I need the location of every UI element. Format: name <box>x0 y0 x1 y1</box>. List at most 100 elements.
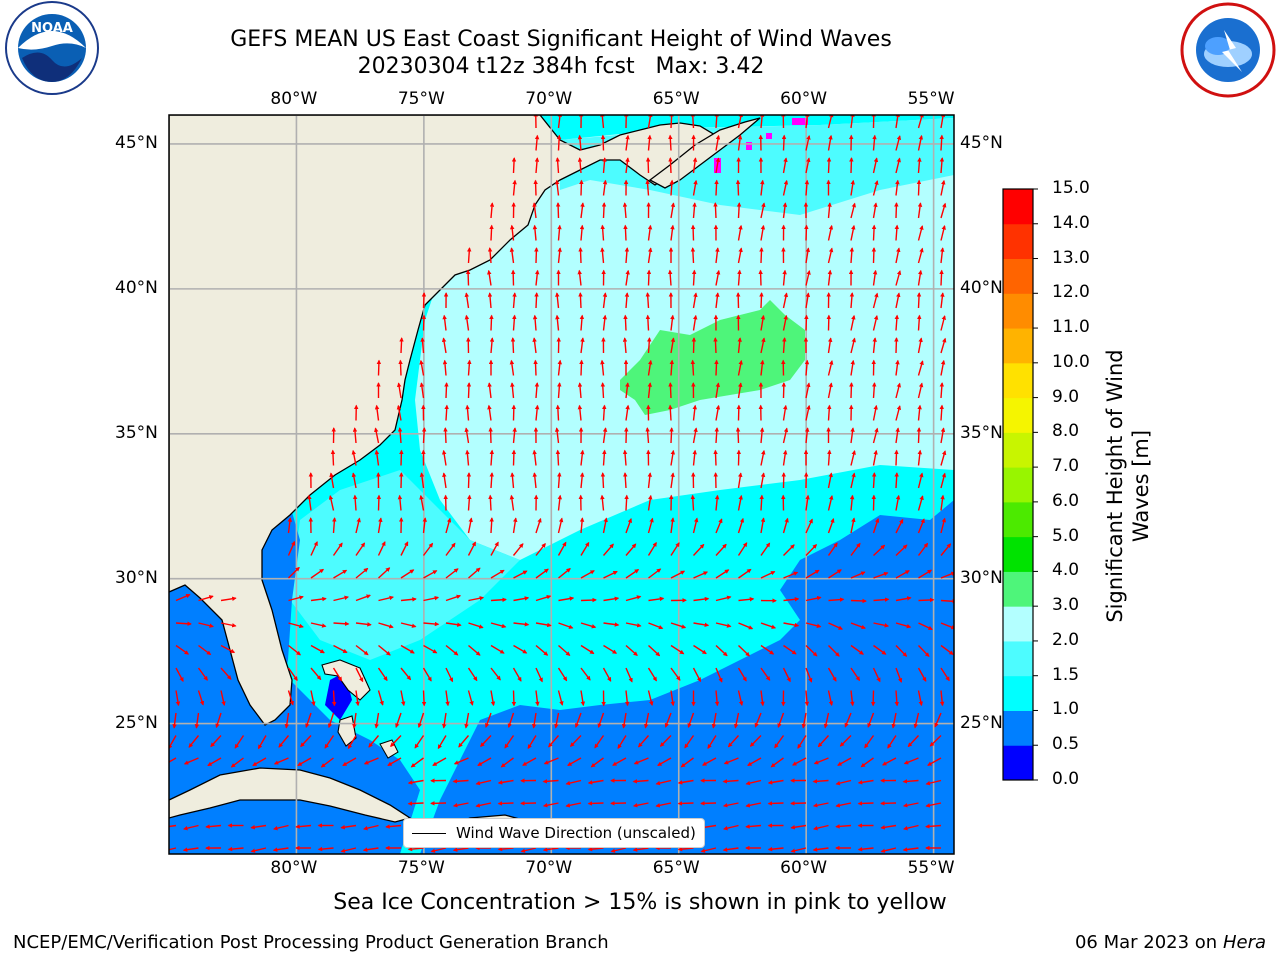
wave-direction-arrow <box>692 427 698 444</box>
wave-direction-arrow <box>925 779 942 786</box>
wave-direction-arrow <box>422 517 428 534</box>
wave-direction-arrow <box>407 801 424 806</box>
lat-tick-label-left: 30°N <box>115 567 158 588</box>
wave-direction-arrow <box>917 115 924 129</box>
wave-direction-arrow <box>872 315 879 331</box>
wave-direction-arrow <box>715 569 730 579</box>
wave-direction-arrow <box>692 157 698 174</box>
wave-direction-arrow <box>466 382 472 399</box>
wave-direction-arrow <box>804 179 810 196</box>
wave-direction-arrow <box>894 449 899 466</box>
wave-direction-arrow <box>737 224 743 241</box>
wave-direction-arrow <box>310 541 318 556</box>
wave-direction-arrow <box>827 269 833 286</box>
wave-direction-arrow <box>623 314 628 331</box>
wave-direction-arrow <box>700 847 717 853</box>
wave-direction-arrow <box>647 541 657 556</box>
wave-direction-arrow <box>579 517 585 534</box>
wave-direction-arrow <box>310 596 327 602</box>
wave-direction-arrow <box>835 824 852 829</box>
wave-direction-arrow <box>760 224 766 241</box>
wave-direction-arrow <box>578 247 583 264</box>
wave-direction-arrow <box>690 224 696 241</box>
colorbar-segment <box>1003 571 1033 607</box>
wave-direction-arrow <box>625 569 640 579</box>
wave-direction-arrow <box>902 779 919 784</box>
wave-direction-arrow <box>894 472 899 489</box>
footer-date-text: 06 Mar 2023 on <box>1074 932 1218 953</box>
wave-direction-arrow <box>835 779 852 786</box>
wave-direction-arrow <box>490 541 499 556</box>
wave-direction-arrow <box>278 735 290 748</box>
wave-direction-arrow <box>622 202 628 219</box>
colorbar-segment <box>1003 258 1033 294</box>
wave-direction-arrow <box>182 847 199 852</box>
wave-direction-arrow <box>754 712 762 728</box>
wave-direction-arrow <box>827 404 832 421</box>
wave-direction-arrow <box>555 157 560 174</box>
wave-direction-arrow <box>714 427 719 444</box>
noaa-logo: NOAA <box>5 1 99 95</box>
wave-direction-arrow <box>917 518 925 534</box>
wave-direction-arrow <box>659 735 672 747</box>
colorbar-tick-label: 5.0 <box>1052 525 1080 546</box>
wave-direction-arrow <box>917 542 929 556</box>
wave-direction-arrow <box>849 292 855 309</box>
wave-direction-arrow <box>940 494 945 511</box>
wave-direction-arrow <box>542 779 559 784</box>
wave-direction-arrow <box>894 690 900 707</box>
wave-direction-arrow <box>940 517 946 534</box>
wave-direction-arrow <box>532 224 538 241</box>
lat-tick-label-right: 30°N <box>960 567 1003 588</box>
wave-direction-arrow <box>487 404 492 421</box>
wave-direction-arrow <box>423 621 440 627</box>
wave-direction-arrow <box>872 292 879 309</box>
wave-direction-arrow <box>850 622 866 630</box>
wave-direction-arrow <box>844 712 852 728</box>
wave-direction-arrow <box>872 404 878 421</box>
wave-direction-arrow <box>670 644 685 655</box>
wave-direction-arrow <box>692 314 698 331</box>
wave-direction-arrow <box>230 757 244 768</box>
wave-direction-arrow <box>458 735 470 748</box>
wave-direction-arrow <box>917 360 924 376</box>
wave-direction-arrow <box>624 292 630 309</box>
sea-ice-patch <box>792 118 808 125</box>
wave-direction-arrow <box>489 449 495 466</box>
wave-direction-arrow <box>555 292 560 309</box>
wave-direction-arrow <box>692 202 697 219</box>
wave-direction-arrow <box>805 292 811 309</box>
wave-direction-arrow <box>522 757 537 766</box>
wave-direction-arrow <box>396 382 402 399</box>
wave-direction-arrow <box>352 427 358 444</box>
wave-direction-arrow <box>715 667 723 683</box>
wave-direction-arrow <box>351 472 357 489</box>
wave-direction-arrow <box>509 224 515 241</box>
lat-tick-label-left: 25°N <box>115 712 158 733</box>
wave-direction-arrow <box>783 597 800 602</box>
wave-direction-arrow <box>175 644 190 655</box>
wave-direction-arrow <box>715 622 732 628</box>
wave-direction-arrow <box>410 757 424 768</box>
wave-direction-arrow <box>805 595 822 602</box>
wave-direction-arrow <box>782 269 787 286</box>
wave-direction-arrow <box>677 801 694 806</box>
colorbar-tick-label: 1.0 <box>1052 699 1080 720</box>
wave-direction-arrow <box>363 757 379 765</box>
lon-tick-label-bottom: 55°W <box>907 858 955 878</box>
wave-direction-arrow <box>532 202 537 219</box>
wave-direction-arrow <box>602 179 608 196</box>
wave-direction-arrow <box>849 494 855 511</box>
wave-direction-arrow <box>715 247 720 264</box>
wave-direction-arrow <box>399 449 404 466</box>
wave-direction-arrow <box>670 690 675 707</box>
wave-direction-arrow <box>512 427 517 444</box>
colorbar-tick-label: 14.0 <box>1052 212 1090 233</box>
colorbar-title-line-2: Waves [m] <box>1129 429 1153 543</box>
wave-direction-arrow <box>939 134 944 151</box>
wave-direction-arrow <box>669 427 674 444</box>
wave-direction-arrow <box>792 757 807 766</box>
wave-direction-arrow <box>781 134 787 151</box>
wave-direction-arrow <box>850 571 866 579</box>
